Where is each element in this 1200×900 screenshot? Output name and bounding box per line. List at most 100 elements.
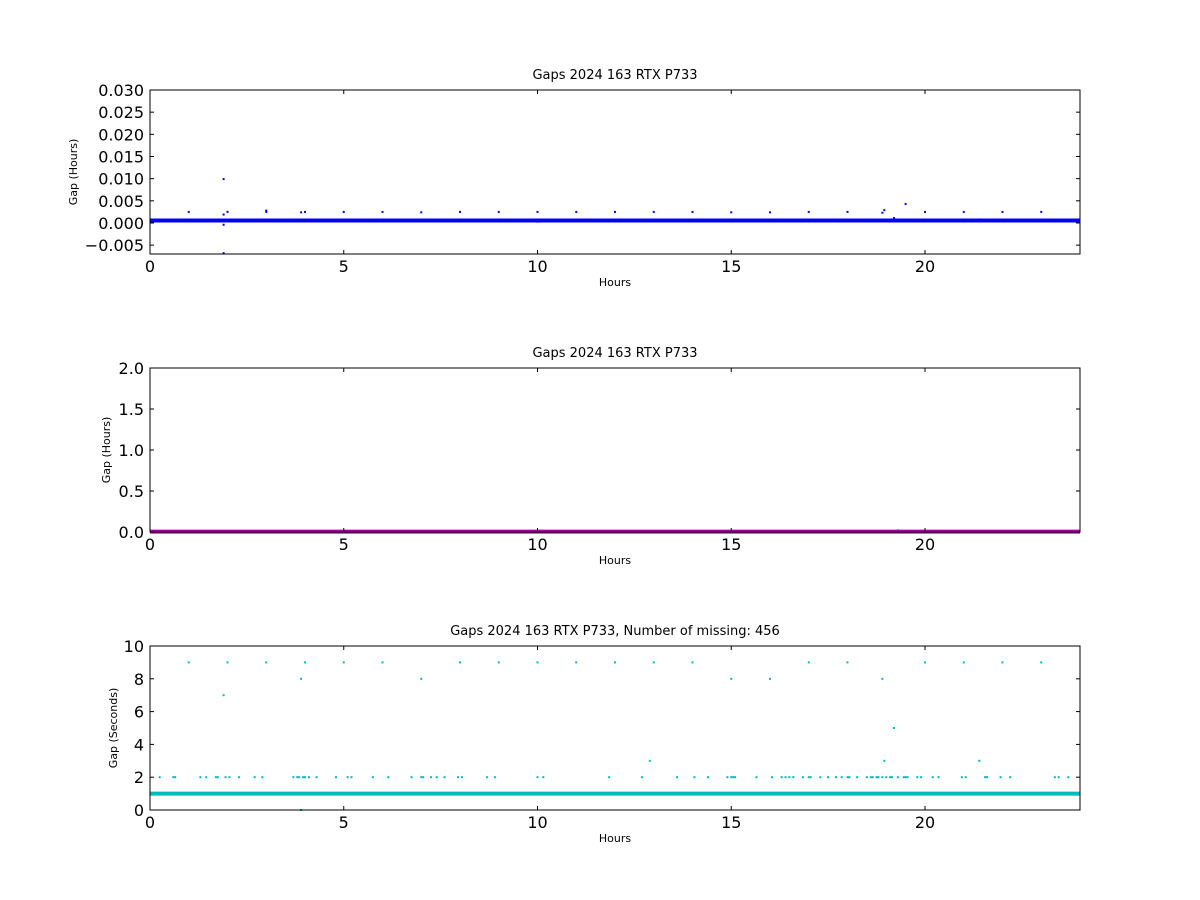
data-point <box>575 210 578 213</box>
data-point <box>1053 776 1056 779</box>
data-point <box>265 209 268 212</box>
data-point <box>891 776 894 779</box>
data-point <box>457 776 460 779</box>
data-point <box>174 776 177 779</box>
data-point <box>1009 776 1012 779</box>
data-point <box>497 210 500 213</box>
y-tick-label: 8 <box>134 670 144 689</box>
data-point <box>350 776 353 779</box>
y-tick-label: 1.0 <box>119 441 144 460</box>
data-point <box>960 776 963 779</box>
data-point <box>420 776 423 779</box>
data-point <box>486 776 489 779</box>
data-point <box>1001 210 1004 213</box>
data-point <box>346 776 349 779</box>
chart-panel-2: 0.0 0.5 1.0 1.5 2.0 0 5 10 15 20 Gaps 2024 163 RTX… <box>100 346 1081 567</box>
data-point <box>978 218 981 221</box>
y-tick-label: 0.020 <box>98 125 144 144</box>
data-point <box>780 776 783 779</box>
data-point <box>881 211 884 214</box>
data-point <box>335 776 337 779</box>
data-point <box>460 776 463 779</box>
data-point <box>707 776 709 779</box>
data-point <box>371 776 374 779</box>
data-point <box>1067 776 1070 779</box>
data-point <box>807 661 810 664</box>
data-point <box>904 202 907 205</box>
chart-panel-1: −0.005 0.000 0.005 0.010 0.015 0.020 0.025 0.03… <box>67 68 1081 289</box>
plot-frame <box>149 89 1081 255</box>
data-point <box>893 727 895 729</box>
y-tick-label: 2.0 <box>119 359 144 378</box>
data-point <box>889 776 892 779</box>
data-point <box>298 776 301 779</box>
data-point <box>216 776 219 779</box>
data-point <box>1001 661 1004 664</box>
data-point <box>304 210 306 213</box>
y-tick-label: 6 <box>134 703 144 722</box>
data-point <box>536 661 539 664</box>
data-point <box>381 210 384 213</box>
plot-area <box>150 368 1080 532</box>
data-point <box>304 776 306 779</box>
data-point <box>924 210 926 213</box>
data-point <box>226 661 229 664</box>
plot-frame <box>149 645 1081 811</box>
y-tick-label: 0.000 <box>98 214 144 233</box>
x-tick-label: 0 <box>145 535 155 554</box>
data-point <box>222 223 225 226</box>
x-tick-label: 10 <box>527 535 547 554</box>
x-tick-label: 20 <box>915 813 935 832</box>
data-point <box>222 252 225 255</box>
y-tick-label: 0.015 <box>98 147 144 166</box>
data-point <box>253 776 256 779</box>
data-point <box>784 776 787 779</box>
data-point <box>827 776 830 779</box>
data-point <box>856 776 859 779</box>
data-point <box>846 776 849 779</box>
data-point <box>871 776 874 779</box>
data-point <box>807 210 810 213</box>
y-tick-label: 2 <box>134 768 144 787</box>
data-point <box>222 694 225 697</box>
x-tick-label: 10 <box>527 813 547 832</box>
data-point <box>730 211 733 214</box>
data-point <box>732 776 735 779</box>
data-point <box>608 776 611 779</box>
data-point <box>896 529 899 532</box>
data-point <box>265 661 268 664</box>
y-tick-label: 10 <box>124 637 144 656</box>
data-point <box>1040 661 1043 664</box>
data-point <box>726 776 729 779</box>
y-tick-label: 1.5 <box>119 400 144 419</box>
chart-title: Gaps 2024 163 RTX P733, Number of missin… <box>450 624 780 639</box>
data-point <box>420 677 423 680</box>
data-point <box>536 776 539 779</box>
y-tick-label: 0 <box>134 801 144 820</box>
data-point <box>307 776 310 779</box>
data-point <box>641 776 644 779</box>
data-point <box>226 210 229 213</box>
data-point <box>999 776 1002 779</box>
data-point <box>222 178 225 181</box>
data-point <box>906 776 909 779</box>
chart-title: Gaps 2024 163 RTX P733 <box>532 346 697 361</box>
data-point <box>459 661 461 664</box>
data-point <box>896 776 899 779</box>
data-point <box>300 677 303 680</box>
y-tick-label: 0.0 <box>119 523 144 542</box>
data-point <box>883 759 886 762</box>
data-point <box>214 776 217 779</box>
data-point <box>883 209 886 212</box>
data-point <box>292 776 295 779</box>
data-point <box>885 219 888 222</box>
x-tick-label: 0 <box>145 813 155 832</box>
data-point <box>342 210 345 213</box>
x-tick-label: 15 <box>721 535 741 554</box>
data-point <box>840 776 843 779</box>
data-point <box>542 776 545 779</box>
data-point <box>614 661 616 664</box>
data-point <box>300 211 303 214</box>
data-point <box>846 661 849 664</box>
